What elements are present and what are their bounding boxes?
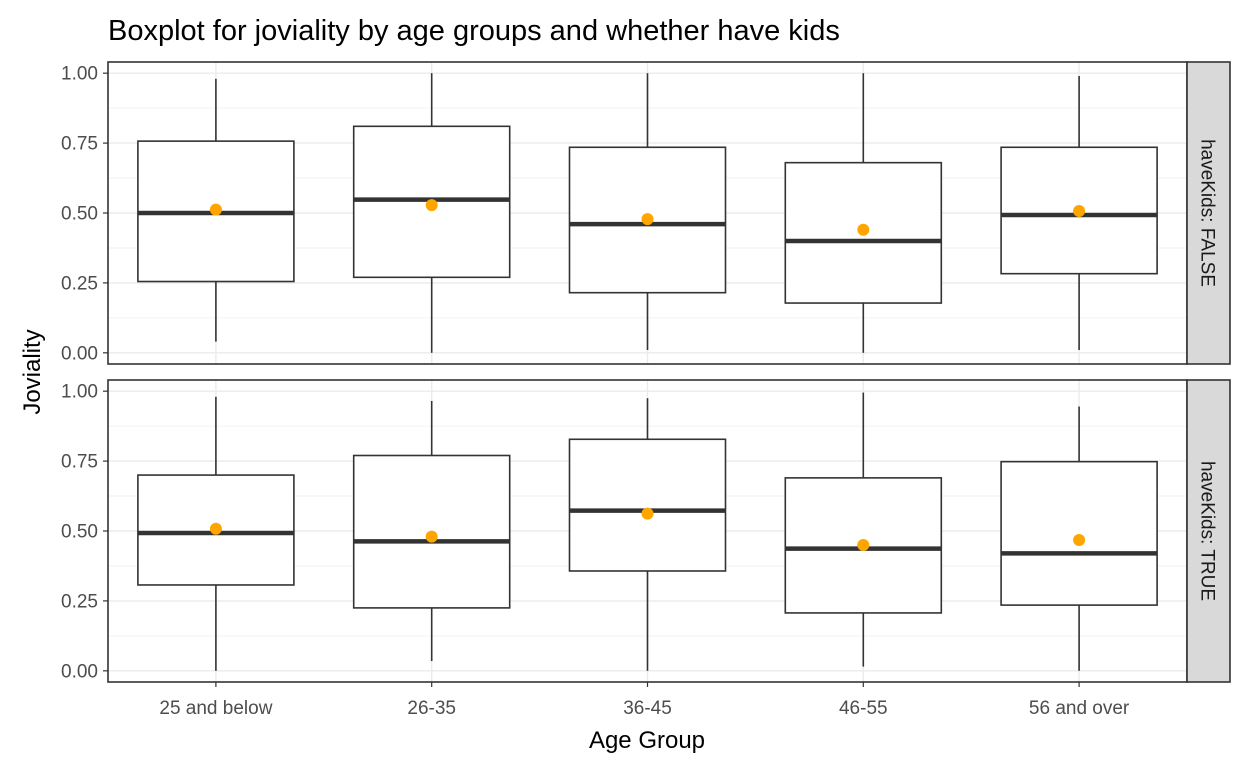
facet-strip-label: haveKids: FALSE (1197, 139, 1218, 287)
x-axis-title: Age Group (589, 727, 705, 754)
iqr-box (568, 438, 727, 572)
y-tick-label: 0.75 (61, 134, 98, 155)
x-tick-label: 46-55 (839, 698, 888, 719)
x-axis: 25 and below 26-35 36-45 46-55 56 and over (159, 682, 1130, 719)
y-axis-title: Joviality (19, 329, 46, 414)
y-tick-label: 0.25 (61, 591, 98, 612)
y-tick-label: 0.25 (61, 273, 98, 294)
y-tick-label: 0.50 (61, 522, 98, 543)
iqr-box (1000, 460, 1158, 606)
facet-strip (1186, 61, 1231, 365)
y-tick-label: 1.00 (61, 64, 98, 85)
x-tick-label: 36-45 (623, 698, 672, 719)
y-tick-label: 0.00 (61, 661, 98, 682)
x-tick-label: 26-35 (407, 698, 456, 719)
box-26-35 (352, 73, 511, 353)
box-46-55 (784, 392, 943, 667)
mean-point (209, 203, 222, 216)
box-25-and-below (137, 78, 295, 342)
chart-title: Boxplot for joviality by age groups and … (108, 15, 840, 47)
box-36-45 (568, 398, 727, 671)
y-tick-label: 0.00 (61, 343, 98, 364)
mean-point (425, 530, 438, 543)
box-56-and-over (1000, 406, 1158, 671)
mean-point (641, 507, 654, 520)
box-36-45 (568, 73, 727, 351)
facet-strip (1186, 379, 1231, 683)
x-tick-label: 25 and below (159, 698, 272, 719)
mean-point (209, 522, 222, 535)
box-26-35 (352, 400, 511, 662)
box-46-55 (784, 73, 943, 353)
mean-point (641, 213, 654, 226)
y-tick-label: 0.75 (61, 452, 98, 473)
mean-point (425, 199, 438, 212)
mean-point (857, 538, 870, 551)
facet-panel: 0.00 0.25 0.50 0.75 1.00 haveKids: TRUE (61, 379, 1231, 683)
mean-point (1073, 533, 1086, 546)
y-tick-label: 1.00 (61, 382, 98, 403)
box-25-and-below (137, 396, 295, 671)
facet-panel: 0.00 0.25 0.50 0.75 1.00 haveKids: FALSE (61, 61, 1231, 365)
x-tick-label: 56 and over (1029, 698, 1130, 719)
mean-point (1073, 205, 1086, 218)
box-56-and-over (1000, 75, 1158, 351)
mean-point (857, 223, 870, 236)
facet-strip-label: haveKids: TRUE (1197, 461, 1218, 601)
y-tick-label: 0.50 (61, 204, 98, 225)
